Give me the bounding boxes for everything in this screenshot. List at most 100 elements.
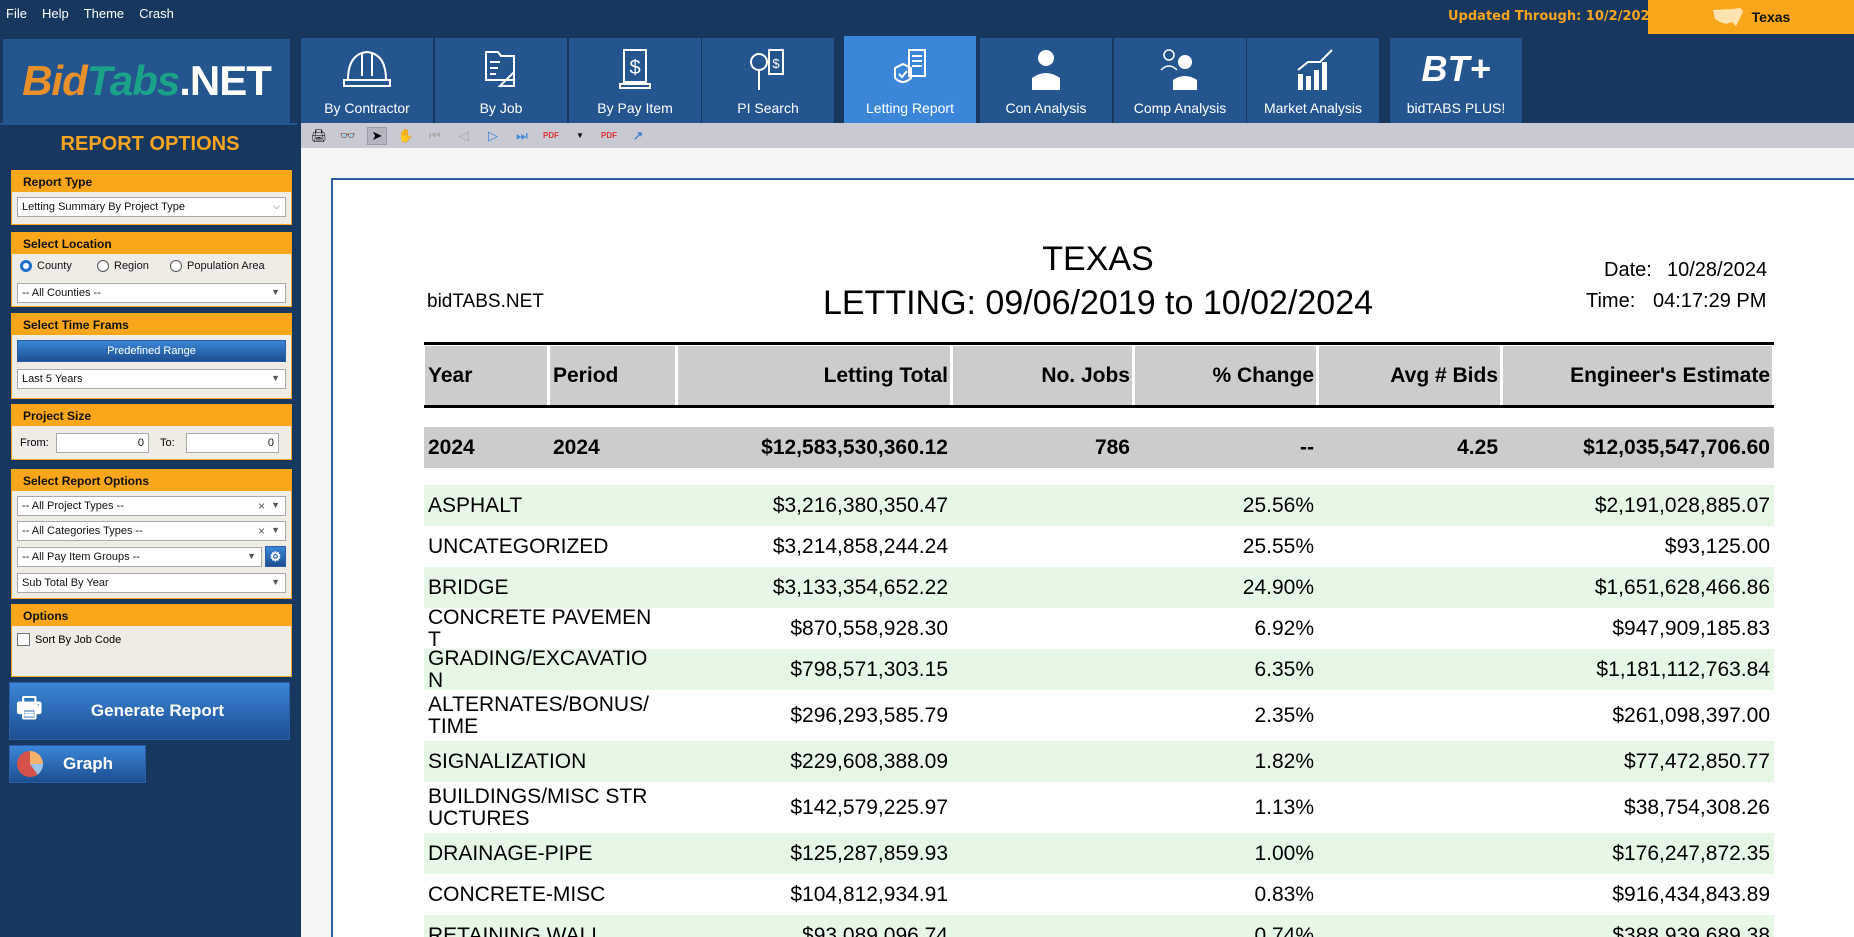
dollar-scroll-icon: $: [619, 49, 651, 89]
time-label: Time:: [1586, 290, 1636, 312]
next-page-icon[interactable]: ▷: [488, 127, 498, 143]
binoculars-icon[interactable]: 👓: [339, 127, 357, 143]
from-label: From:: [20, 437, 49, 449]
panel-header: Select Location: [12, 233, 291, 254]
county-select[interactable]: -- All Counties -- ▼: [17, 283, 286, 303]
checkbox-icon: [17, 633, 30, 646]
radio-icon: [170, 260, 182, 272]
dropdown-arrow-icon: ▼: [247, 551, 256, 561]
menu-file[interactable]: File: [6, 6, 27, 21]
radio-county[interactable]: County: [20, 260, 72, 272]
dropdown-arrow-icon: ▼: [271, 500, 280, 510]
radio-label: Region: [114, 260, 149, 272]
project-size-panel: Project Size From: 0 To: 0: [11, 404, 292, 460]
panel-header: Select Time Frams: [12, 314, 291, 335]
menu-crash[interactable]: Crash: [139, 6, 174, 21]
bt-plus-icon: BT+: [1421, 48, 1491, 89]
last-page-icon[interactable]: ⏭: [516, 127, 528, 143]
bar-chart-icon: [1297, 49, 1333, 90]
tab-by-job[interactable]: By Job: [435, 38, 567, 123]
tab-by-contractor[interactable]: By Contractor: [301, 38, 433, 123]
tab-pi-search[interactable]: $ PI Search: [702, 38, 834, 123]
tab-label: Comp Analysis: [1133, 100, 1227, 116]
print-help-icon[interactable]: 🖨: [310, 127, 328, 143]
prev-page-icon[interactable]: ◁: [459, 127, 469, 143]
select-value: Last 5 Years: [22, 373, 83, 385]
generate-report-button[interactable]: 🖶 Generate Report: [9, 682, 290, 740]
report-type-panel: Report Type Letting Summary By Project T…: [11, 170, 292, 225]
tab-market-analysis[interactable]: Market Analysis: [1247, 38, 1379, 123]
tab-letting-report[interactable]: Letting Report: [844, 36, 976, 123]
menu-bar: File Help Theme Crash: [6, 6, 174, 21]
hard-hat-icon: [343, 50, 391, 87]
location-panel: Select Location County Region Population…: [11, 232, 292, 307]
time-range-select[interactable]: Last 5 Years ▼: [17, 369, 286, 389]
date-label: Date:: [1604, 259, 1652, 281]
report-date: 10/28/2024: [1667, 259, 1768, 281]
graph-button[interactable]: Graph: [9, 745, 146, 783]
clear-icon[interactable]: ×: [257, 524, 265, 538]
state-selector[interactable]: Texas: [1648, 0, 1854, 34]
open-external-icon[interactable]: ↗: [632, 127, 644, 143]
tab-label: By Contractor: [324, 100, 410, 116]
select-value: Sub Total By Year: [22, 577, 109, 589]
from-input[interactable]: 0: [56, 433, 149, 453]
menu-theme[interactable]: Theme: [83, 6, 125, 21]
logo: Bid Tabs .NET: [3, 39, 290, 123]
report-subtitle: LETTING: 09/06/2019 to 10/02/2024: [822, 284, 1374, 322]
person-icon: [1032, 50, 1060, 90]
radio-label: Population Area: [187, 260, 265, 272]
chevron-down-icon: ⌵: [273, 201, 280, 211]
tab-comp-analysis[interactable]: Comp Analysis: [1114, 38, 1246, 123]
select-value: -- All Counties --: [22, 287, 101, 299]
report-toolbar: 🖨 👓 ➤ ✋ ⏮ ◁ ▷ ⏭ PDF ▼ PDF ↗: [301, 123, 1854, 148]
clear-icon[interactable]: ×: [257, 499, 265, 513]
report-title: TEXAS: [1042, 240, 1154, 278]
pdf-save-icon[interactable]: PDF: [601, 131, 617, 140]
radio-icon: [97, 260, 109, 272]
dropdown-arrow-icon: ▼: [271, 373, 280, 383]
tab-label: bidTABS PLUS!: [1406, 100, 1506, 116]
tab-con-analysis[interactable]: Con Analysis: [980, 38, 1112, 123]
tab-label: Market Analysis: [1263, 100, 1363, 116]
magnifier-dollar-icon: $: [750, 49, 784, 90]
export-dropdown-icon[interactable]: ▼: [576, 131, 584, 140]
tab-label: By Pay Item: [597, 100, 673, 116]
state-label: Texas: [1751, 9, 1791, 25]
sort-by-job-code-checkbox[interactable]: Sort By Job Code: [17, 633, 121, 646]
printer-icon: 🖶: [16, 692, 43, 723]
select-value: -- All Categories Types --: [22, 525, 143, 537]
radio-selected-icon: [20, 260, 32, 272]
tab-bidtabs-plus[interactable]: BT+ bidTABS PLUS!: [1390, 38, 1522, 123]
project-types-select[interactable]: -- All Project Types -- × ▼: [17, 496, 286, 516]
report-type-select[interactable]: Letting Summary By Project Type ⌵: [17, 197, 286, 217]
radio-population-area[interactable]: Population Area: [170, 260, 265, 272]
export-pdf-icon[interactable]: PDF: [543, 131, 559, 140]
panel-header: Select Report Options: [12, 470, 291, 491]
predefined-range-button[interactable]: Predefined Range: [17, 340, 286, 362]
first-page-icon[interactable]: ⏮: [429, 127, 441, 143]
button-label: Generate Report: [90, 701, 225, 720]
categories-select[interactable]: -- All Categories Types -- × ▼: [17, 521, 286, 541]
svg-text:$: $: [772, 56, 780, 71]
hand-icon[interactable]: ✋: [397, 127, 415, 143]
tab-by-pay-item[interactable]: $ By Pay Item: [569, 38, 701, 123]
select-value: -- All Project Types --: [22, 500, 124, 512]
to-input[interactable]: 0: [186, 433, 279, 453]
subtotal-select[interactable]: Sub Total By Year ▼: [17, 573, 286, 593]
button-label: Graph: [62, 754, 114, 773]
radio-region[interactable]: Region: [97, 260, 149, 272]
radio-label: County: [37, 260, 72, 272]
options-panel: Options Sort By Job Code: [11, 604, 292, 677]
dropdown-arrow-icon: ▼: [271, 287, 280, 297]
gear-icon[interactable]: ⚙: [265, 546, 286, 567]
report-brand: bidTABS.NET: [427, 291, 544, 312]
menu-help[interactable]: Help: [41, 6, 69, 21]
pay-item-groups-select[interactable]: -- All Pay Item Groups -- ▼: [17, 547, 262, 567]
checkbox-label: Sort By Job Code: [35, 633, 122, 646]
select-value: Letting Summary By Project Type: [22, 201, 186, 213]
dropdown-arrow-icon: ▼: [271, 525, 280, 535]
pointer-icon[interactable]: ➤: [367, 126, 387, 145]
tab-label: Con Analysis: [1005, 100, 1087, 116]
pie-chart-icon: [17, 751, 43, 777]
